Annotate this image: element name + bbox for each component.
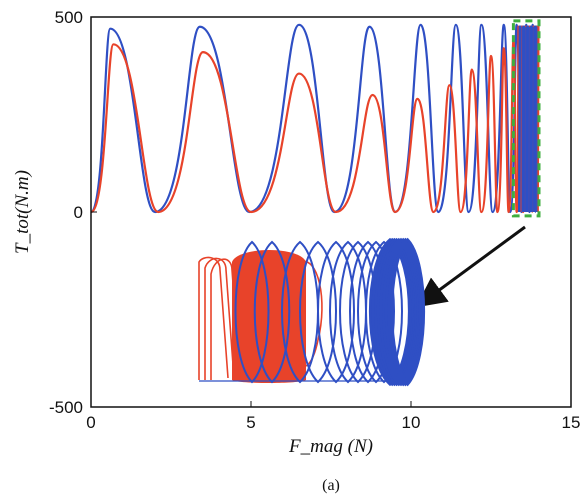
inset-blue-loop-0 [234,240,270,384]
inset-dense-loop-8 [390,237,426,387]
zoom-box [511,19,541,218]
inset-blue-loop-5 [329,240,367,384]
y-tick-0: 0 [74,203,83,222]
inset-dense-loop-6 [384,237,422,387]
y-axis-label: T_tot(N.m) [12,170,33,254]
y-tick-neg500: -500 [49,398,83,417]
plot-area [89,19,541,218]
inset-red-loop-0 [198,256,229,380]
x-tick-0: 0 [86,413,95,432]
axis-ticks [90,16,572,408]
inset-blue-loop-2 [281,240,319,384]
inset-blue-loop-9 [365,240,403,384]
inset-blue-loop-1 [253,240,291,384]
y-tick-500: 500 [55,8,83,27]
plot-frame [90,16,572,408]
x-tick-15: 15 [562,413,581,432]
x-tick-10: 10 [402,413,421,432]
figure-caption: (a) [322,477,340,494]
inset-red-loop-2 [210,258,241,380]
inset-dense-loop-7 [387,237,424,387]
zoom-inset [198,225,526,387]
x-tick-5: 5 [246,413,255,432]
inset-red-loop-1 [204,257,235,380]
zoom-arrow [415,225,526,308]
dense-blue-region [521,26,538,212]
inset-blue-loop-4 [317,240,355,384]
x-axis-label: F_mag (N) [288,436,373,457]
